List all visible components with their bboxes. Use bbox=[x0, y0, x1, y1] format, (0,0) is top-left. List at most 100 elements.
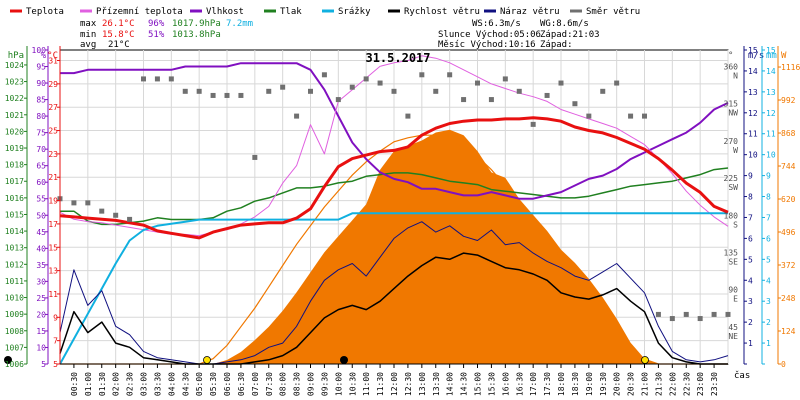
x-tick-label: 20:30 bbox=[627, 372, 636, 396]
wind-direction-point bbox=[154, 76, 160, 82]
x-tick-label: 21:00 bbox=[641, 372, 650, 396]
wind-speed-tick-label: 5 bbox=[748, 255, 753, 264]
wind-direction-point bbox=[628, 113, 634, 119]
temperature-tick-label: 17 bbox=[48, 220, 58, 229]
x-tick-label: 14:30 bbox=[460, 372, 469, 396]
x-tick-label: 22:00 bbox=[668, 372, 677, 396]
wind-direction-point bbox=[419, 72, 425, 78]
info-moon: Měsíc Východ:10:16 bbox=[438, 40, 536, 50]
solar-tick-label: 744 bbox=[781, 162, 796, 171]
pressure-tick-label: 1021 bbox=[5, 111, 24, 120]
legend-label: Náraz větru bbox=[500, 7, 560, 17]
wind-direction-point bbox=[252, 154, 258, 160]
x-tick-label: 07:30 bbox=[265, 372, 274, 396]
info-sun-set: Západ:21:03 bbox=[540, 30, 600, 40]
rain-tick-label: 14 bbox=[766, 67, 776, 76]
rain-unit: mm bbox=[766, 51, 777, 61]
moon-marker bbox=[340, 356, 348, 364]
pressure-tick-label: 1013 bbox=[5, 244, 24, 253]
humidity-tick-label: 75 bbox=[36, 129, 46, 138]
x-tick-label: 15:00 bbox=[474, 372, 483, 396]
humidity-tick-label: 5 bbox=[41, 360, 46, 369]
legend-label: Přízemní teplota bbox=[96, 7, 183, 17]
wind-speed-tick-label: 13 bbox=[748, 88, 758, 97]
temperature-tick-label: 29 bbox=[48, 80, 58, 89]
x-tick-label: 03:30 bbox=[153, 372, 162, 396]
pressure-tick-label: 1017 bbox=[5, 177, 24, 186]
direction-compass-label: W bbox=[733, 146, 738, 155]
x-tick-label: 22:30 bbox=[682, 372, 691, 396]
stats-min-temp: 15.8°C bbox=[102, 30, 135, 40]
wind-speed-tick-label: 6 bbox=[748, 234, 753, 243]
wind-speed-tick-label: 14 bbox=[748, 67, 758, 76]
direction-compass-label: NW bbox=[728, 109, 738, 118]
solar-tick-label: 124 bbox=[781, 327, 796, 336]
wind-direction-point bbox=[433, 88, 439, 94]
wind-direction-point bbox=[516, 88, 522, 94]
humidity-tick-label: 70 bbox=[36, 145, 46, 154]
x-tick-label: 12:00 bbox=[390, 372, 399, 396]
wind-direction-point bbox=[266, 88, 272, 94]
x-tick-label: 16:00 bbox=[501, 372, 510, 396]
rain-tick-label: 7 bbox=[766, 213, 771, 222]
legend-label: Teplota bbox=[26, 7, 64, 17]
temperature-unit: °C bbox=[47, 51, 58, 61]
rain-tick-label: 1 bbox=[766, 339, 771, 348]
x-tick-label: 16:30 bbox=[515, 372, 524, 396]
wind-speed-tick-label: 4 bbox=[748, 276, 753, 285]
wind-speed-tick-label: 1 bbox=[748, 339, 753, 348]
wind-direction-point bbox=[238, 92, 244, 98]
humidity-tick-label: 80 bbox=[36, 112, 46, 121]
x-tick-label: 15:30 bbox=[487, 372, 496, 396]
wind-direction-point bbox=[502, 76, 508, 82]
x-tick-label: 10:30 bbox=[348, 372, 357, 396]
x-tick-label: 11:30 bbox=[376, 372, 385, 396]
wind-direction-point bbox=[711, 311, 717, 317]
temperature-tick-label: 21 bbox=[48, 173, 58, 182]
wind-direction-point bbox=[586, 113, 592, 119]
x-tick-label: 01:00 bbox=[84, 372, 93, 396]
solar-tick-label: 248 bbox=[781, 294, 796, 303]
direction-tick-label: 360 bbox=[724, 63, 739, 72]
wind-direction-point bbox=[405, 113, 411, 119]
wind-direction-point bbox=[363, 76, 369, 82]
direction-compass-label: NE bbox=[728, 332, 738, 341]
stats-min-label: min bbox=[80, 30, 96, 40]
wind-direction-point bbox=[71, 200, 77, 206]
direction-tick-label: 225 bbox=[724, 174, 739, 183]
humidity-tick-label: 65 bbox=[36, 162, 46, 171]
moonrise-marker bbox=[4, 356, 12, 364]
humidity-tick-label: 40 bbox=[36, 244, 46, 253]
wind-direction-point bbox=[391, 88, 397, 94]
direction-tick-label: 270 bbox=[724, 137, 739, 146]
stats-avg-temp: 21°C bbox=[108, 40, 130, 50]
direction-tick-label: 45 bbox=[728, 323, 738, 332]
stats-max-pressure: 1017.9hPa bbox=[172, 19, 221, 29]
pressure-tick-label: 1019 bbox=[5, 144, 24, 153]
wind-speed-unit: m/s bbox=[748, 51, 764, 61]
x-tick-label: 06:30 bbox=[237, 372, 246, 396]
direction-tick-label: 90 bbox=[728, 286, 738, 295]
rain-tick-label: 2 bbox=[766, 318, 771, 327]
temperature-tick-label: 13 bbox=[48, 267, 58, 276]
temperature-tick-label: 31 bbox=[48, 57, 58, 66]
legend-label: Srážky bbox=[338, 7, 371, 17]
x-tick-label: 01:30 bbox=[98, 372, 107, 396]
pressure-tick-label: 1012 bbox=[5, 260, 24, 269]
direction-compass-label: SE bbox=[728, 257, 738, 266]
x-tick-label: 00:30 bbox=[70, 372, 79, 396]
x-tick-label: 17:30 bbox=[543, 372, 552, 396]
rain-tick-label: 6 bbox=[766, 234, 771, 243]
wind-direction-point bbox=[168, 76, 174, 82]
x-tick-label: 11:00 bbox=[362, 372, 371, 396]
temperature-tick-label: 11 bbox=[48, 290, 58, 299]
wind-direction-point bbox=[642, 113, 647, 119]
x-tick-label: 23:30 bbox=[710, 372, 719, 396]
x-tick-label: 21:30 bbox=[654, 372, 663, 396]
humidity-unit: % bbox=[41, 51, 47, 61]
x-tick-label: 18:00 bbox=[557, 372, 566, 396]
pressure-tick-label: 1006 bbox=[5, 360, 24, 369]
x-tick-label: 04:00 bbox=[167, 372, 176, 396]
stats-max-label: max bbox=[80, 19, 97, 29]
rain-tick-label: 3 bbox=[766, 297, 771, 306]
